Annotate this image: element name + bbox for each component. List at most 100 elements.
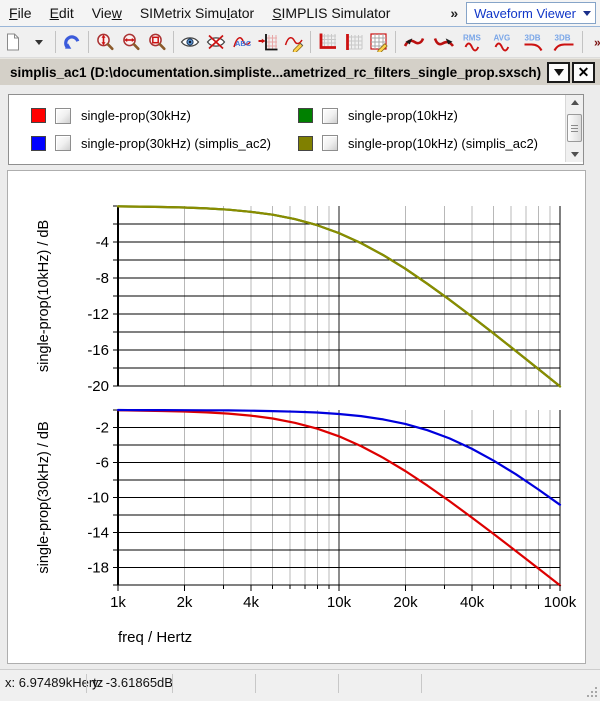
scrollbar-thumb[interactable] (567, 114, 582, 142)
toolbar-overflow-button[interactable]: » (586, 29, 600, 55)
toolbar-hide-curve-button[interactable] (203, 29, 229, 55)
3db-highpass-icon: 3DB (553, 34, 574, 52)
toolbar-zoom-box-button[interactable] (144, 29, 170, 55)
mode-select-combobox[interactable]: Waveform Viewer (466, 2, 596, 24)
toolbar-separator (310, 31, 311, 53)
toolbar-separator (395, 31, 396, 53)
edit-grid-icon (370, 33, 388, 52)
resize-grip[interactable] (586, 686, 598, 698)
legend-checkbox[interactable] (55, 135, 71, 152)
toolbar-separator (88, 31, 89, 53)
bottom-plot: -2 -6 -10 -14 -18 single-prop(30kHz) / dB (36, 408, 562, 587)
toolbar-rms-button[interactable]: RMS (459, 29, 489, 55)
toolbar-add-curve-button[interactable] (255, 29, 281, 55)
svg-text:40k: 40k (460, 594, 485, 611)
svg-text:-10: -10 (87, 490, 109, 507)
svg-text:-18: -18 (87, 560, 109, 577)
legend-grid: single-prop(30kHz) single-prop(10kHz) sing… (9, 95, 565, 164)
3db-lowpass-icon: 3DB (524, 34, 543, 52)
toolbar-curve-back-button[interactable] (399, 29, 429, 55)
toolbar-3db-highpass-button[interactable]: 3DB (549, 29, 579, 55)
svg-text:3DB: 3DB (525, 34, 541, 43)
collapse-button[interactable] (547, 61, 570, 83)
y-axis-label: single-prop(10kHz) / dB (36, 220, 52, 372)
mode-select-value: Waveform Viewer (474, 5, 576, 21)
add-curve-icon (258, 34, 278, 51)
collapse-arrow-icon (553, 68, 564, 76)
curve-single-prop-10khz-simplis-ac2- (116, 205, 562, 388)
curve-back-icon (403, 38, 425, 47)
toolbar-add-grid-line-button[interactable] (340, 29, 366, 55)
legend-checkbox[interactable] (55, 107, 71, 124)
close-button[interactable]: ✕ (572, 61, 595, 83)
rms-icon: RMS (463, 34, 481, 52)
toolbar-separator (582, 31, 583, 53)
plot-svg[interactable]: -4 -8 -12 -16 -20 single-prop(10kHz) / dB -2 -6… (8, 171, 583, 661)
svg-text:2k: 2k (177, 594, 193, 611)
toolbar-zoom-y-button[interactable] (92, 29, 118, 55)
add-grid-axis-icon (319, 33, 336, 49)
curve-single-prop-30khz- (116, 409, 562, 587)
toolbar-avg-button[interactable]: AVG (489, 29, 519, 55)
scrollbar-up-button[interactable] (566, 95, 583, 110)
svg-text:100k: 100k (544, 594, 577, 611)
cursor-x-readout: x: 6.97489kHertz (5, 675, 104, 690)
toolbar-new-file-button[interactable] (0, 29, 26, 55)
menu-item-edit[interactable]: Edit (49, 5, 74, 21)
toolbar: ABC RMS AVG 3DB 3DB » (0, 27, 600, 58)
add-grid-line-icon (346, 34, 363, 50)
zoom-box-icon (149, 33, 166, 51)
legend-scrollbar[interactable] (565, 95, 583, 162)
undo-icon (64, 35, 80, 49)
toolbar-show-curve-button[interactable] (177, 29, 203, 55)
menu-item-file[interactable]: File (9, 5, 32, 21)
toolbar-curve-forward-button[interactable] (429, 29, 459, 55)
svg-text:-2: -2 (96, 420, 109, 437)
svg-text:RMS: RMS (463, 34, 481, 43)
scrollbar-down-button[interactable] (566, 147, 583, 162)
toolbar-curve-label-button[interactable]: ABC (229, 29, 255, 55)
scroll-up-icon (570, 100, 579, 105)
svg-text:4k: 4k (243, 594, 259, 611)
legend-item: single-prop(30kHz) (31, 102, 298, 130)
menu-item-simplis-simulator[interactable]: SIMPLIS Simulator (272, 5, 391, 21)
show-curve-icon (180, 37, 200, 47)
svg-text:-4: -4 (96, 234, 109, 251)
zoom-x-icon (123, 33, 140, 51)
avg-icon: AVG (494, 34, 511, 52)
toolbar-undo-button[interactable] (59, 29, 85, 55)
x-axis-label: freq / Hertz (118, 629, 192, 646)
legend-color-swatch (31, 108, 46, 124)
menu-item-simetrix-simulator[interactable]: SIMetrix Simulator (139, 5, 255, 21)
curve-forward-icon (433, 38, 455, 47)
svg-text:-16: -16 (87, 342, 109, 359)
svg-text:-8: -8 (96, 270, 109, 287)
legend-checkbox[interactable] (322, 107, 338, 124)
svg-text:1k: 1k (110, 594, 126, 611)
toolbar-add-grid-axis-button[interactable] (314, 29, 340, 55)
legend-item: single-prop(10kHz) (298, 102, 565, 130)
scroll-down-icon (570, 152, 579, 157)
legend-checkbox[interactable] (322, 135, 338, 152)
toolbar-new-file-dropdown-button[interactable] (26, 29, 52, 55)
doc-titlebar: simplis_ac1 (D:\documentation.simpliste.… (0, 58, 600, 86)
svg-text:-12: -12 (87, 306, 109, 323)
curve-single-prop-30khz-simplis-ac2- (116, 408, 562, 506)
toolbar-3db-lowpass-button[interactable]: 3DB (519, 29, 549, 55)
legend-label: single-prop(10kHz) (simplis_ac2) (348, 135, 539, 151)
top-plot: -4 -8 -12 -16 -20 single-prop(10kHz) / dB (36, 205, 562, 395)
toolbar-separator (173, 31, 174, 53)
menubar-overflow-chevron[interactable]: » (450, 5, 459, 21)
chevron-down-icon (583, 10, 591, 16)
toolbar-edit-curve-button[interactable] (281, 29, 307, 55)
svg-text:3DB: 3DB (555, 34, 571, 43)
svg-text:ABC: ABC (235, 39, 252, 48)
toolbar-separator (55, 31, 56, 53)
svg-text:AVG: AVG (494, 34, 511, 43)
legend-item: single-prop(10kHz) (simplis_ac2) (298, 130, 565, 158)
toolbar-edit-grid-button[interactable] (366, 29, 392, 55)
svg-text:-6: -6 (96, 455, 109, 472)
menu-item-view[interactable]: View (91, 5, 122, 21)
toolbar-zoom-x-button[interactable] (118, 29, 144, 55)
